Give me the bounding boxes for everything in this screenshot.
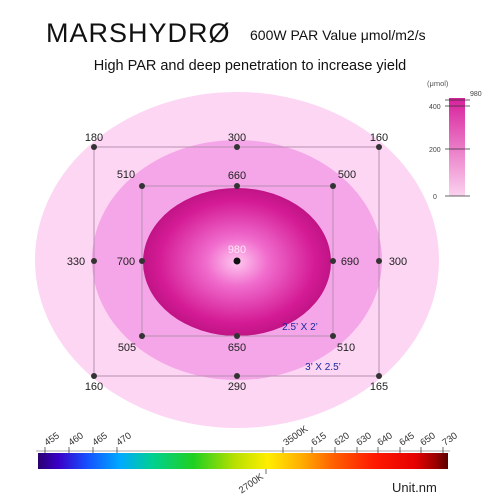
point-center — [233, 257, 241, 265]
point-outer-bottom-right — [376, 373, 382, 379]
value-outer-top: 300 — [228, 132, 246, 144]
outer-area-label: 3’ X 2.5’ — [305, 362, 341, 373]
spectrum-label-615: 615 — [309, 430, 328, 448]
point-outer-left — [91, 258, 97, 264]
brand-logo: MARSHYDRØ — [46, 18, 231, 48]
scale-label-400: 400 — [429, 104, 441, 111]
value-center: 980 — [228, 244, 246, 256]
inner-area-label: 2.5’ X 2’ — [282, 322, 318, 333]
point-outer-top-left — [91, 144, 97, 150]
subtitle: High PAR and deep penetration to increas… — [93, 58, 407, 74]
point-outer-top — [234, 144, 240, 150]
spectrum-label-2700k: 2700K — [237, 471, 266, 496]
value-inner-bottom-right: 510 — [337, 342, 355, 354]
value-inner-right: 690 — [341, 256, 359, 268]
point-inner-bottom-right — [330, 333, 336, 339]
spectrum-label-650: 650 — [418, 430, 437, 448]
value-outer-bottom-right: 165 — [370, 381, 388, 393]
value-outer-bottom: 290 — [228, 381, 246, 393]
spectrum-label-640: 640 — [375, 430, 394, 448]
spectrum-unit-label: Unit.nm — [392, 480, 437, 495]
page-title: 600W PAR Value μmol/m2/s — [250, 27, 426, 43]
spectrum-label-630: 630 — [354, 430, 373, 448]
value-inner-top: 660 — [228, 170, 246, 182]
point-inner-left — [139, 258, 145, 264]
value-inner-bottom: 650 — [228, 342, 246, 354]
point-inner-bottom — [234, 333, 240, 339]
value-outer-left: 330 — [67, 256, 85, 268]
value-outer-top-right: 160 — [370, 132, 388, 144]
spectrum-label-470: 470 — [114, 430, 133, 448]
scale-unit-label: (μmol) — [427, 79, 449, 88]
point-inner-right — [330, 258, 336, 264]
point-outer-right — [376, 258, 382, 264]
value-inner-bottom-left: 505 — [118, 342, 136, 354]
value-inner-top-left: 510 — [117, 169, 135, 181]
point-outer-bottom-left — [91, 373, 97, 379]
scale-label-200: 200 — [429, 147, 441, 154]
spectrum-label-620: 620 — [332, 430, 351, 448]
value-inner-left: 700 — [117, 256, 135, 268]
spectrum-label-465: 465 — [90, 430, 109, 448]
point-inner-top — [234, 183, 240, 189]
value-outer-bottom-left: 160 — [85, 381, 103, 393]
point-inner-top-left — [139, 183, 145, 189]
point-outer-bottom — [234, 373, 240, 379]
value-outer-right: 300 — [389, 256, 407, 268]
spectrum-label-3500k: 3500K — [281, 423, 310, 448]
spectrum-bar — [38, 453, 448, 469]
scale-max-label: 980 — [470, 91, 482, 98]
par-scale-bar — [449, 98, 465, 196]
spectrum-label-455: 455 — [42, 430, 61, 448]
point-inner-top-right — [330, 183, 336, 189]
spectrum-label-645: 645 — [397, 430, 416, 448]
scale-label-0: 0 — [433, 194, 437, 201]
value-inner-top-right: 500 — [338, 169, 356, 181]
spectrum-label-730: 730 — [440, 430, 459, 448]
spectrum-label-460: 460 — [66, 430, 85, 448]
value-outer-top-left: 180 — [85, 132, 103, 144]
point-inner-bottom-left — [139, 333, 145, 339]
point-outer-top-right — [376, 144, 382, 150]
